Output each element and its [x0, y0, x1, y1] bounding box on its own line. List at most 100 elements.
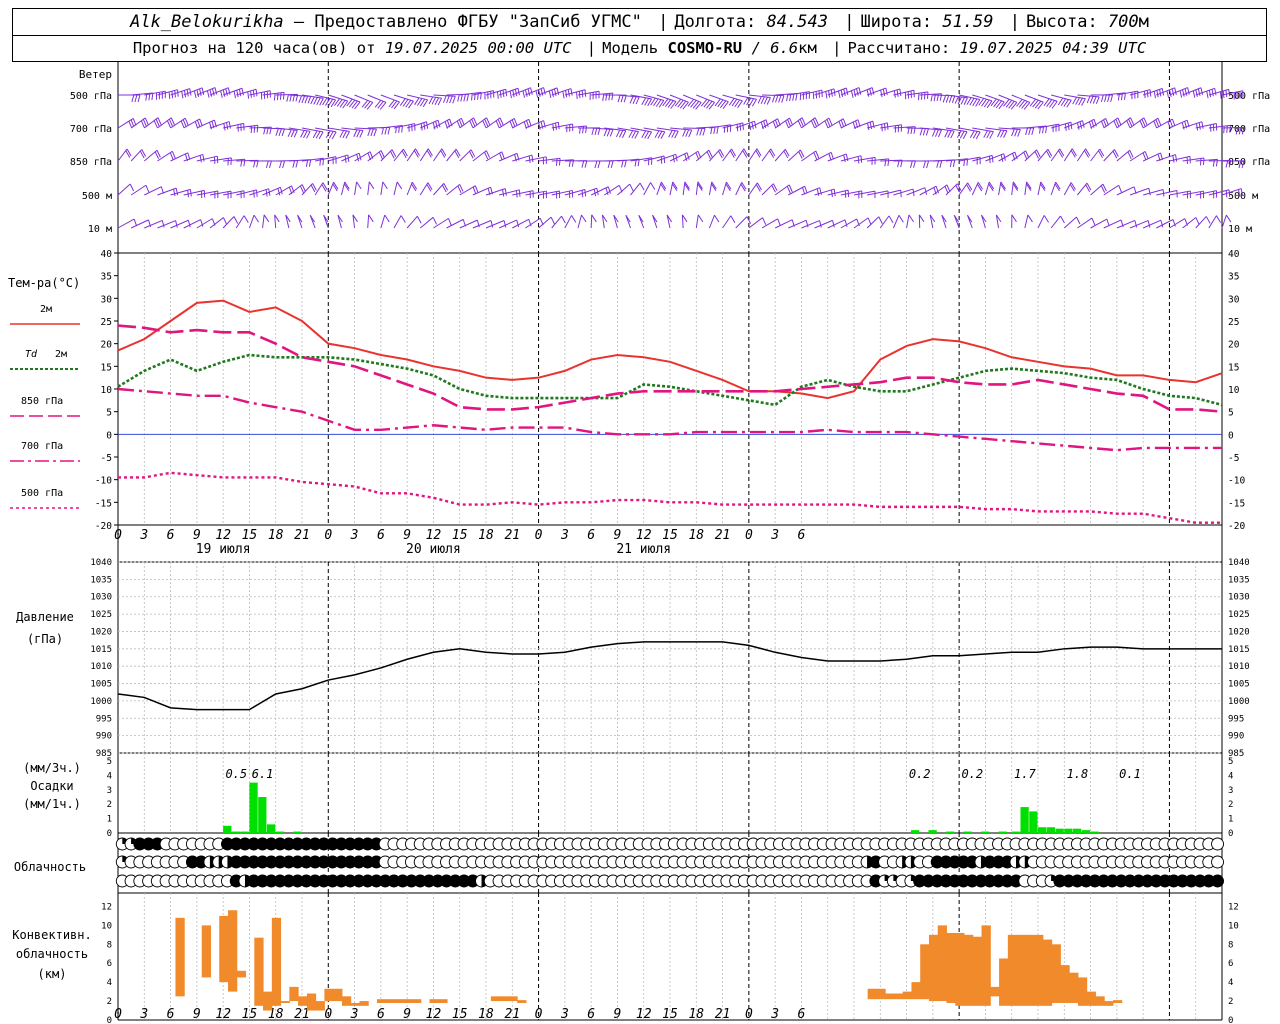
wind-barb	[433, 118, 453, 129]
conv-cloud-bar	[263, 991, 273, 1011]
conv-cloud-bar	[964, 934, 974, 1006]
x-tick-label: 0	[745, 1007, 753, 1022]
precip-title: Осадки	[30, 779, 73, 793]
temp-y-tick-right: 25	[1228, 317, 1239, 328]
wind-barb	[406, 215, 422, 229]
wind-barb	[722, 215, 736, 229]
wind-barb	[1051, 121, 1073, 131]
wind-barb	[1221, 160, 1245, 169]
wind-barb	[801, 150, 820, 162]
wind-barb	[652, 214, 658, 229]
pressure-y-tick-right: 1030	[1228, 593, 1250, 603]
temp-series-line	[117, 387, 1222, 452]
wind-barb	[275, 127, 298, 138]
provider-text: – Предоставлено ФГБУ "ЗапСиб УГМС"	[293, 12, 642, 32]
precip-y-tick-right: 2	[1228, 800, 1233, 810]
wind-barb	[337, 214, 343, 229]
wind-barb	[617, 127, 640, 139]
wind-barb	[735, 94, 757, 107]
precip-bar	[293, 831, 302, 833]
conv-cloud-bar	[981, 925, 991, 1006]
pressure-y-tick-right: 990	[1228, 732, 1244, 742]
wind-barb	[183, 153, 205, 163]
wind-barb	[131, 92, 154, 101]
precip-total-label: 1.8	[1067, 767, 1089, 781]
legend-label: 700 гПа	[21, 441, 63, 452]
wind-barb	[880, 189, 902, 198]
precip-bar	[1081, 830, 1091, 833]
wind-barb	[446, 93, 470, 102]
wind-barb	[472, 220, 494, 229]
wind-barb	[630, 94, 653, 107]
wind-barb	[485, 117, 504, 129]
wind-barb	[801, 117, 819, 129]
pressure-y-tick: 1040	[90, 558, 112, 568]
x-tick-label: 6	[798, 1007, 806, 1022]
wind-barb	[262, 160, 286, 169]
wind-barb	[314, 182, 328, 196]
wind-barb	[853, 87, 875, 97]
precip-bar	[231, 831, 241, 833]
pressure-y-tick-right: 1005	[1228, 680, 1250, 690]
wind-level-label: 500 м	[82, 191, 112, 202]
wind-barb	[1090, 218, 1110, 229]
wind-barb	[866, 87, 888, 98]
wind-barb	[801, 89, 823, 100]
temp-y-tick-right: -15	[1228, 498, 1245, 509]
wind-barb	[1103, 92, 1126, 101]
pressure-y-tick: 995	[96, 714, 112, 724]
x-tick-label: 12	[215, 1007, 231, 1022]
wind-barb	[538, 157, 561, 166]
wind-barb	[538, 216, 556, 229]
x-tick-label: 15	[452, 528, 468, 543]
wind-barb	[236, 159, 259, 168]
precip-bar	[1038, 827, 1047, 833]
wind-barb	[867, 190, 889, 198]
wind-barb	[1116, 117, 1135, 129]
wind-barb	[393, 148, 408, 162]
wind-barb	[643, 94, 665, 108]
conv-cloud-bar	[1077, 977, 1088, 1006]
wind-barb	[551, 123, 574, 133]
wind-barb	[1103, 149, 1119, 162]
wind-barb	[249, 126, 272, 135]
wind-barb	[613, 214, 619, 229]
precip-bar	[240, 831, 249, 833]
wind-barb	[419, 216, 437, 229]
x-tick-label: 3	[770, 1007, 779, 1022]
x-tick-label: 9	[614, 1007, 622, 1022]
wind-barb	[840, 190, 863, 199]
wind-barb	[577, 187, 599, 197]
x-tick-label: 21	[715, 528, 731, 543]
conv-cloud-bar	[1069, 972, 1079, 1003]
conv-cloud-bar	[937, 925, 947, 1002]
x-tick-label: 15	[242, 528, 258, 543]
wind-barb	[512, 190, 534, 199]
wind-level-label-right: 850 гПа	[1228, 157, 1270, 168]
forecast-from: 19.07.2025 00:00 UTC	[384, 39, 572, 57]
wind-barb	[1050, 181, 1061, 196]
precip-unit-1h: (мм/1ч.)	[23, 797, 81, 811]
wind-barb	[433, 148, 447, 162]
precip-total-label: 0.2	[961, 767, 983, 781]
precip-bar	[928, 830, 937, 833]
wind-barb	[1090, 94, 1114, 103]
wind-barb	[617, 94, 640, 105]
x-tick-label: 3	[770, 528, 779, 543]
wind-barb	[144, 219, 165, 229]
wind-barb	[446, 184, 464, 196]
pressure-y-tick: 1015	[90, 645, 112, 655]
wind-barb	[1024, 125, 1048, 134]
wind-barb	[932, 94, 956, 103]
wind-barb	[929, 214, 936, 229]
conv-cloud-bar	[280, 1001, 290, 1003]
temp-series-line	[118, 471, 1222, 524]
x-tick-label: 18	[688, 528, 704, 543]
conv-cloud-bar	[271, 917, 282, 1006]
wind-barb	[157, 117, 175, 129]
wind-barb	[827, 87, 849, 99]
precip-y-tick: 2	[107, 800, 112, 810]
conv-y-tick-right: 8	[1228, 940, 1233, 950]
wind-barb	[222, 87, 244, 99]
wind-barb	[117, 218, 138, 229]
